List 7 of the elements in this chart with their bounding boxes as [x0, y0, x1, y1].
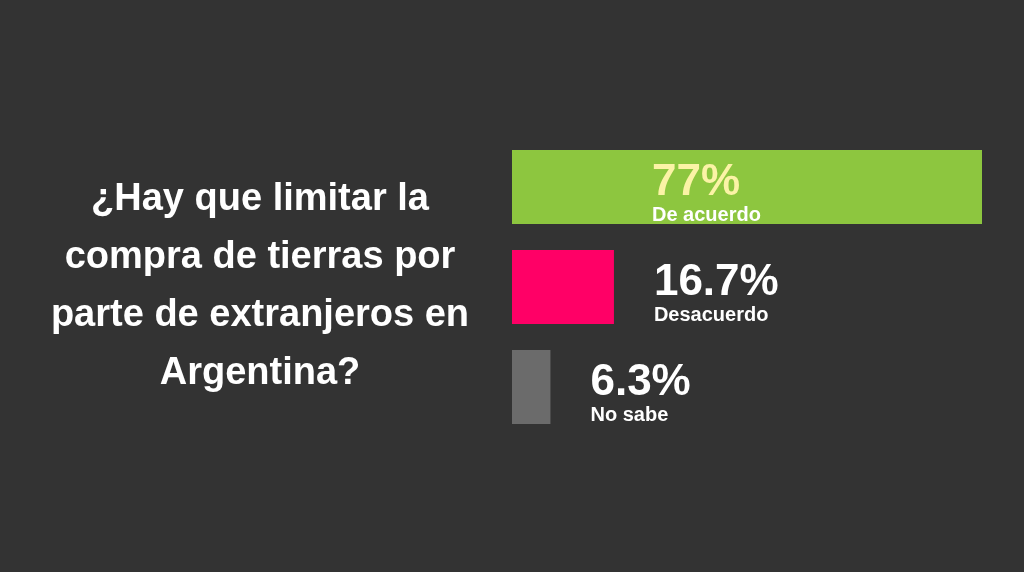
y-tick-label: No sabe — [590, 403, 669, 425]
data-label: 16.7% — [653, 255, 779, 304]
data-label: 77% — [652, 155, 741, 204]
y-tick-label: De acuerdo — [652, 203, 761, 225]
data-label: 6.3% — [590, 355, 691, 404]
text: ¿Hay que limitar la compra de tierras por parte de extranjeros en Argentina? — [49, 175, 471, 394]
y-tick-label: Desacuerdo — [653, 303, 769, 325]
